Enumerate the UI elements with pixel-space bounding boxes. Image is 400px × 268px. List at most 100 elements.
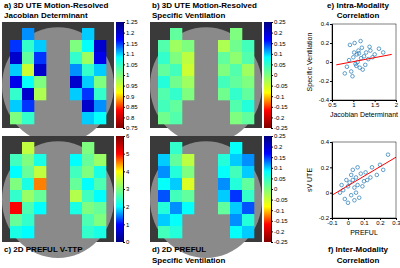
x-tick: 0 [347,218,351,226]
colorbar-tick-label: 1 [126,72,130,78]
colorbar-tick-label: -0.25 [274,239,288,245]
heatmap-cell [10,178,22,190]
y-tick: -0.2 [319,78,332,84]
y-tick-label: 0.2 [321,40,330,46]
colorbar-tick: 0.2 [271,30,283,36]
heatmap-cell [22,112,34,124]
scatter-panel: -0.100.10.20.3-0.200.20.4PREFULsV UTE [306,139,400,236]
heatmap-cell [70,166,82,178]
heatmap-cell [82,154,94,166]
scatter-point [345,65,349,69]
heatmap-cell [182,190,194,202]
heatmap-cell [82,190,94,202]
colorbar-tick-mark [271,117,273,118]
heatmap-cell [230,40,242,52]
scatter-point [369,49,373,53]
colorbar [116,22,123,128]
heatmap-cell [34,40,46,52]
colorbar-tick: 1.05 [123,62,138,68]
colorbar-tick-mark [123,117,125,118]
colorbar-tick-mark [123,224,125,225]
heatmap-cell [230,202,242,214]
heatmap-cell [158,214,170,226]
heatmap-cell [82,214,94,226]
torso [2,27,114,144]
heatmap-cell [94,202,106,214]
heatmap-cell [242,76,254,88]
heatmap-cell [10,190,22,202]
scatter-point [360,46,364,50]
y-tick: 0 [326,59,332,65]
colorbar-tick-mark [123,75,125,76]
heatmap-cell [230,52,242,64]
colorbar-tick-mark [271,128,273,129]
colorbar-tick: -0.1 [271,208,285,214]
panel-title: Jacobian Determinant [4,11,88,20]
y-tick-mark [330,24,332,25]
scatter-point [346,201,350,205]
heatmap-cell [94,88,106,100]
x-axis-title: PREFUL [350,229,378,236]
scatter-point [354,191,358,195]
y-tick-label: -0.4 [319,97,330,103]
colorbar-tick-mark [123,54,125,55]
heatmap-cell [70,52,82,64]
heatmap-cell [22,190,34,202]
heatmap-cell [82,52,94,64]
colorbar-tick-mark [271,75,273,76]
colorbar-tick-mark [271,157,273,158]
scatter-point [348,43,352,47]
heatmap-cell [242,52,254,64]
heatmap-cell [34,166,46,178]
heatmap-cell [22,142,34,154]
x-tick-label: 2 [395,102,399,108]
colorbar-tick-label: 0.2 [274,30,283,36]
colorbar-tick-mark [271,147,273,148]
heatmap-cell [22,100,34,112]
heatmap-cell [70,88,82,100]
heatmap-cell [242,190,254,202]
torso [2,141,114,258]
x-tick: 2 [395,100,399,108]
y-axis: -0.200.20.4 [319,139,333,221]
heatmap-cell [82,142,94,154]
heatmap-cell [94,154,106,166]
heatmap-cell [218,40,230,52]
panel-title: f) Inter-Modality [328,245,389,254]
plot-frame [332,24,396,100]
scatter-point [356,166,360,170]
heatmap-cell [94,64,106,76]
colorbar-tick: 0 [271,72,278,78]
y-tick-mark [330,81,332,82]
heatmap-cell [230,142,242,154]
scatter-point [377,47,381,51]
heatmap-cell [218,154,230,166]
heatmap-cell [158,100,170,112]
heatmap-cell [94,76,106,88]
colorbar-tick-label: 1.25 [126,19,138,25]
colorbar-tick-label: 0.25 [274,19,286,25]
heatmap-cell [10,100,22,112]
scatter-point [343,72,347,76]
heatmap-cell [230,214,242,226]
cells [10,28,106,124]
heatmap-cell [70,190,82,202]
colorbar-tick: -0.2 [271,115,285,121]
panel-title: Specific Ventilation [152,256,225,265]
y-tick-mark [330,43,332,44]
colorbar-tick-mark [123,154,125,155]
heatmap-cell [158,76,170,88]
panel-title: a) 3D UTE Motion-Resolved [4,1,109,10]
colorbar-tick-label: 0.75 [126,125,138,131]
colorbar-tick-mark [271,221,273,222]
heatmap-cell [94,190,106,202]
colorbar-tick: 0.85 [123,104,138,110]
heatmap-cell [22,178,34,190]
heatmap-cell [82,226,94,238]
heatmap-cell [158,178,170,190]
colorbar-tick-label: 0.95 [126,83,138,89]
figure: 0.750.80.850.90.9511.051.11.151.21.25a) … [0,0,400,268]
heatmap-cell [182,76,194,88]
scatter-point [352,55,356,59]
scatter-point [386,153,390,157]
